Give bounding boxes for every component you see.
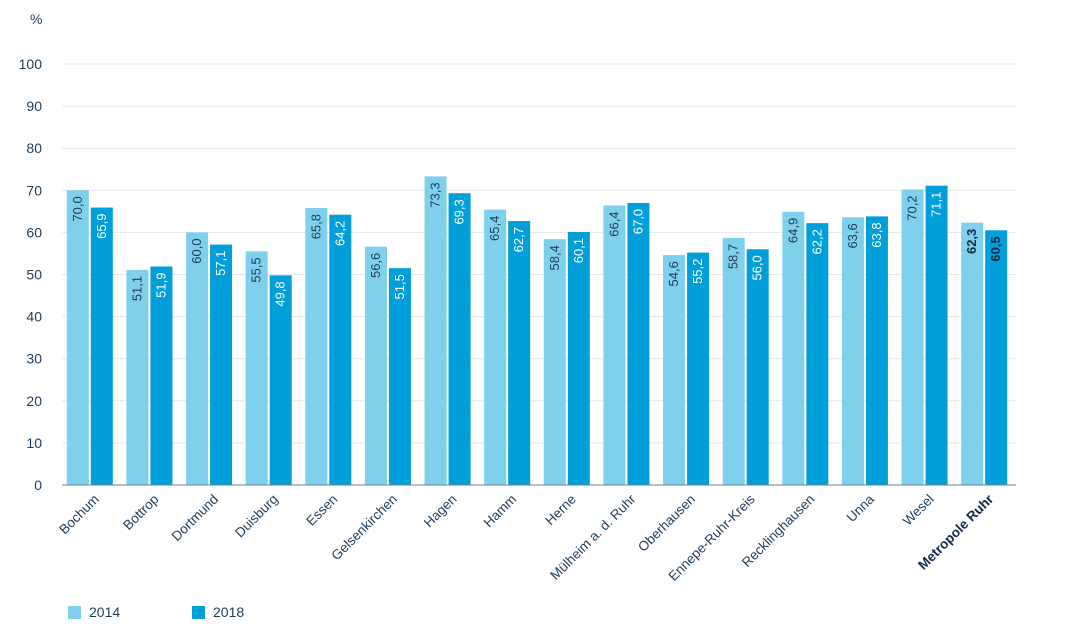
- legend: 2014 2018: [68, 604, 316, 620]
- bar-2014: [722, 237, 745, 485]
- y-tick-label: 80: [26, 140, 42, 156]
- y-axis-unit-label: %: [30, 11, 42, 27]
- bar-2014: [126, 269, 149, 485]
- data-label: 55,5: [249, 257, 264, 282]
- bar-2018: [150, 266, 173, 485]
- legend-label-2014: 2014: [89, 604, 121, 620]
- bar-2018: [746, 249, 769, 485]
- bar-2014: [245, 251, 268, 485]
- y-tick-label: 20: [26, 393, 42, 409]
- bar-2014: [841, 217, 864, 485]
- y-tick-label: 40: [26, 309, 42, 325]
- y-axis-ticks: 0 10 20 30 40 50 60 70 80 90 100: [19, 56, 43, 493]
- data-label: 69,3: [452, 199, 467, 224]
- bar-2014: [543, 239, 566, 485]
- data-label: 71,1: [929, 192, 944, 217]
- data-label: 62,7: [511, 227, 526, 252]
- y-tick-label: 50: [26, 267, 42, 283]
- bar-chart: % 0 10 20 30 40 50 60 70 80 90 100 70,0 65,9 51,1 51,…: [19, 11, 1016, 584]
- data-label: 60,5: [988, 236, 1003, 261]
- y-tick-label: 10: [26, 435, 42, 451]
- bar-2014: [663, 255, 686, 485]
- legend-item-2014: 2014: [68, 604, 192, 620]
- data-label: 49,8: [273, 281, 288, 306]
- data-label: 65,4: [487, 216, 502, 241]
- data-label: 54,6: [666, 261, 681, 286]
- y-tick-label: 30: [26, 351, 42, 367]
- legend-item-2018: 2018: [192, 604, 316, 620]
- bar-2014: [424, 176, 447, 486]
- x-tick-label: Bochum: [56, 492, 102, 538]
- y-tick-label: 90: [26, 98, 42, 114]
- bar-2018: [448, 193, 471, 485]
- data-label: 55,2: [690, 259, 705, 284]
- bar-2014: [961, 222, 984, 486]
- x-tick-label: Dortmund: [169, 492, 222, 545]
- data-label: 70,0: [70, 196, 85, 221]
- bar-2018: [985, 230, 1008, 485]
- y-tick-label: 70: [26, 182, 42, 198]
- legend-swatch-2014: [68, 605, 81, 619]
- data-label: 58,4: [547, 245, 562, 270]
- bar-2014: [484, 209, 507, 485]
- bar-2018: [508, 221, 531, 485]
- data-label: 65,9: [94, 214, 109, 239]
- x-tick-label: Oberhausen: [635, 492, 698, 555]
- bar-2018: [806, 223, 829, 485]
- bar-2018: [567, 231, 590, 485]
- data-label: 63,6: [845, 223, 860, 248]
- data-label: 51,1: [129, 276, 144, 301]
- data-label: 70,2: [905, 195, 920, 220]
- data-label: 64,2: [332, 221, 347, 246]
- y-tick-label: 0: [34, 477, 42, 493]
- bar-2014: [305, 207, 328, 485]
- bar-2018: [329, 214, 352, 485]
- data-label: 62,3: [964, 229, 979, 254]
- data-label: 62,2: [809, 229, 824, 254]
- x-tick-label: Unna: [844, 491, 878, 525]
- data-label: 65,8: [308, 214, 323, 239]
- bar-2018: [925, 185, 948, 485]
- x-tick-label: Essen: [303, 492, 340, 529]
- data-label: 56,0: [750, 255, 765, 280]
- legend-label-2018: 2018: [213, 604, 245, 620]
- bar-2018: [627, 202, 650, 485]
- data-label: 63,8: [869, 222, 884, 247]
- data-label: 64,9: [785, 218, 800, 243]
- y-tick-label: 100: [19, 56, 43, 72]
- legend-swatch-2018: [192, 605, 205, 619]
- bar-2018: [210, 244, 233, 485]
- bar-2018: [865, 216, 888, 486]
- bars: 70,0 65,9 51,1 51,9 60,0 57,1 55,5 49,8 65,8 64,2…: [66, 176, 1008, 486]
- data-label: 51,5: [392, 274, 407, 299]
- bar-2014: [66, 190, 89, 486]
- bar-2018: [687, 252, 710, 485]
- bar-2014: [603, 205, 626, 485]
- bar-2014: [901, 189, 924, 485]
- x-tick-label: Hamm: [481, 492, 520, 531]
- x-tick-label: Wesel: [900, 492, 937, 529]
- x-tick-label: Bottrop: [120, 492, 161, 533]
- data-label: 67,0: [630, 209, 645, 234]
- x-axis-labels: Bochum Bottrop Dortmund Duisburg EssenGelsen…: [56, 491, 997, 584]
- data-label: 73,3: [428, 182, 443, 207]
- data-label: 60,1: [571, 238, 586, 263]
- data-label: 56,6: [368, 253, 383, 278]
- y-tick-label: 60: [26, 224, 42, 240]
- x-tick-label: Herne: [542, 492, 579, 529]
- bar-2018: [269, 275, 292, 485]
- x-tick-label: Hagen: [421, 492, 460, 531]
- bar-2018: [388, 268, 411, 485]
- bar-2014: [782, 211, 805, 485]
- data-label: 57,1: [213, 251, 228, 276]
- x-tick-label: Duisburg: [232, 492, 281, 541]
- bar-2014: [186, 232, 209, 485]
- data-label: 58,7: [726, 244, 741, 269]
- data-label: 51,9: [153, 273, 168, 298]
- bar-2018: [90, 207, 113, 485]
- data-label: 66,4: [606, 211, 621, 236]
- data-label: 60,0: [189, 238, 204, 263]
- bar-2014: [364, 246, 387, 485]
